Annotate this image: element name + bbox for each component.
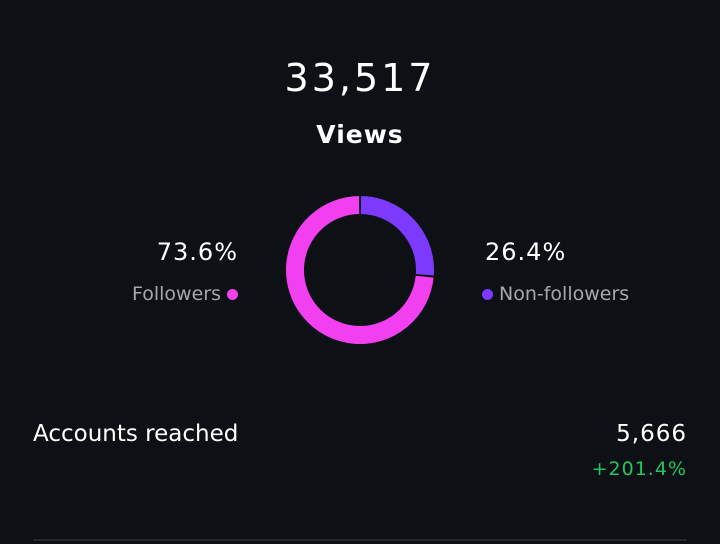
donut-segment-non-followers	[286, 196, 434, 344]
divider	[33, 539, 687, 541]
non-followers-percent: 26.4%	[485, 238, 567, 266]
accounts-reached-change: +201.4%	[591, 458, 687, 480]
accounts-reached-value: 5,666	[616, 421, 687, 447]
followers-legend: Followers	[132, 283, 238, 305]
non-followers-dot-icon	[482, 288, 493, 300]
views-donut-chart	[286, 196, 434, 344]
followers-legend-label: Followers	[132, 283, 221, 305]
views-label: Views	[316, 120, 404, 149]
followers-percent: 73.6%	[156, 238, 238, 266]
donut-segment-followers	[286, 196, 434, 344]
views-count: 33,517	[284, 56, 436, 100]
followers-dot-icon	[227, 288, 238, 300]
non-followers-legend: Non-followers	[482, 283, 629, 305]
non-followers-legend-label: Non-followers	[499, 283, 630, 305]
accounts-reached-label: Accounts reached	[33, 421, 239, 447]
